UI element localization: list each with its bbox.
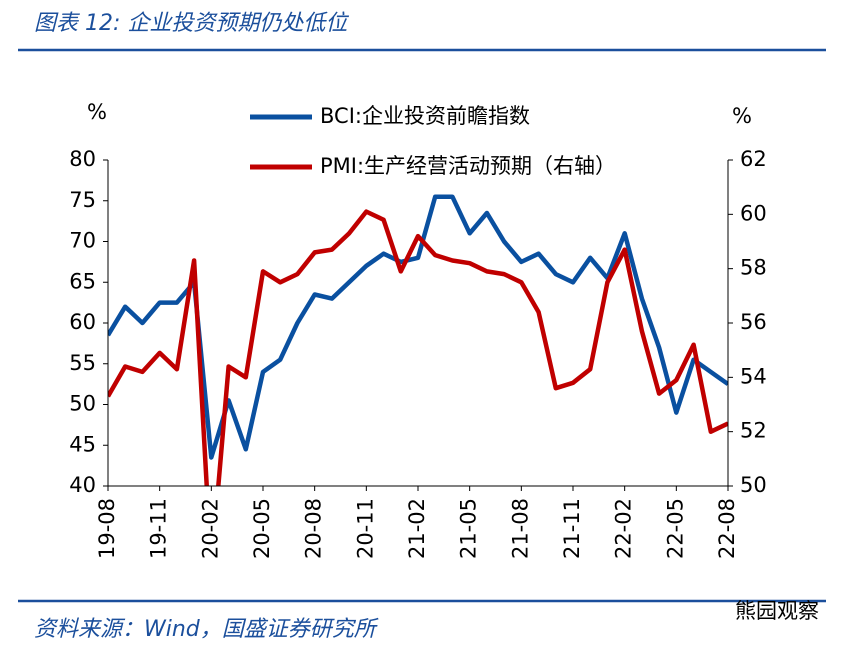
x-tick-label: 21-02: [405, 498, 429, 559]
y-tick-label: 55: [69, 351, 96, 375]
x-tick-label: 20-11: [353, 498, 377, 559]
y2-tick-label: 52: [740, 419, 767, 443]
x-tick-label: 22-05: [663, 498, 687, 559]
x-tick-label: 20-05: [250, 498, 274, 559]
x-tick-label: 20-08: [302, 498, 326, 559]
series-line: [108, 209, 728, 486]
watermark: 熊园观察: [735, 599, 819, 623]
y-tick-label: 40: [69, 473, 96, 497]
plot-area: [108, 194, 728, 486]
y-axis-label: %: [87, 100, 107, 124]
x-tick-label: 21-11: [560, 498, 584, 559]
y-tick-label: 75: [69, 188, 96, 212]
y2-tick-label: 50: [740, 473, 767, 497]
y-tick-label: 65: [69, 269, 96, 293]
x-tick-label: 19-08: [95, 498, 119, 559]
x-tick-label: 20-02: [198, 498, 222, 559]
y-tick-label: 60: [69, 310, 96, 334]
chart-title: 图表 12: 企业投资预期仍处低位: [34, 11, 349, 36]
x-tick-label: 22-08: [715, 498, 739, 559]
y-tick-label: 45: [69, 432, 96, 456]
y2-tick-label: 58: [740, 256, 767, 280]
y2-tick-label: 62: [740, 147, 767, 171]
legend-label: PMI:生产经营活动预期（右轴）: [320, 154, 616, 178]
y-tick-label: 70: [69, 229, 96, 253]
y2-tick-label: 60: [740, 201, 767, 225]
x-tick-label: 21-05: [457, 498, 481, 559]
x-tick-label: 21-08: [508, 498, 532, 559]
y2-tick-label: 56: [740, 310, 767, 334]
x-tick-label: 19-11: [147, 498, 171, 559]
source: 资料来源：Wind，国盛证券研究所: [34, 617, 379, 642]
series-line: [108, 194, 728, 460]
y2-axis-label: %: [732, 104, 752, 128]
y-tick-label: 50: [69, 392, 96, 416]
y-tick-label: 80: [69, 147, 96, 171]
x-tick-label: 22-02: [612, 498, 636, 559]
legend-label: BCI:企业投资前瞻指数: [320, 104, 530, 128]
y2-tick-label: 54: [740, 364, 767, 388]
